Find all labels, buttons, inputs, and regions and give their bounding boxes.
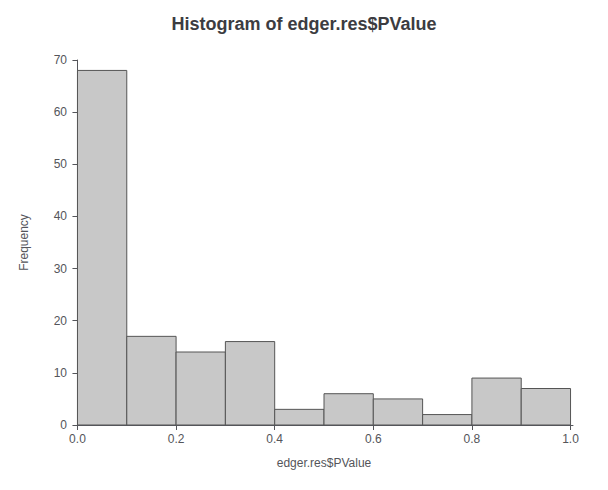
svg-text:20: 20: [54, 314, 68, 328]
svg-text:10: 10: [54, 366, 68, 380]
svg-text:60: 60: [54, 105, 68, 119]
svg-text:40: 40: [54, 209, 68, 223]
svg-text:50: 50: [54, 157, 68, 171]
svg-text:30: 30: [54, 262, 68, 276]
svg-text:0: 0: [60, 418, 67, 432]
svg-text:0.6: 0.6: [365, 432, 382, 446]
svg-text:0.8: 0.8: [464, 432, 481, 446]
svg-text:0.0: 0.0: [69, 432, 86, 446]
svg-text:0.2: 0.2: [168, 432, 185, 446]
svg-text:Frequency: Frequency: [17, 214, 31, 271]
svg-text:edger.res$PValue: edger.res$PValue: [277, 456, 372, 470]
svg-text:Histogram of edger.res$PValue: Histogram of edger.res$PValue: [171, 14, 436, 34]
svg-text:70: 70: [54, 53, 68, 67]
svg-text:1.0: 1.0: [562, 432, 579, 446]
svg-text:0.4: 0.4: [266, 432, 283, 446]
